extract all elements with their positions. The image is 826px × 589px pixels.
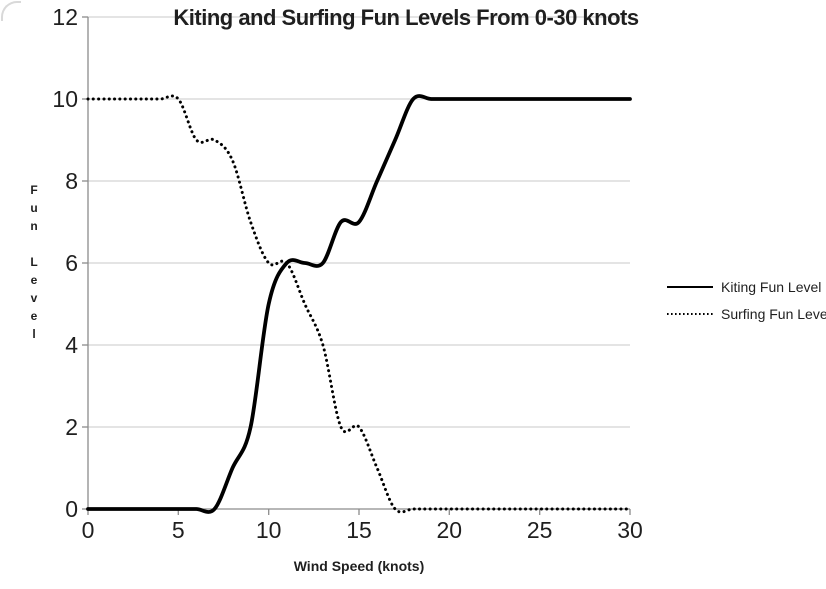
y-tick-label: 6 [65, 250, 78, 276]
chart-title: Kiting and Surfing Fun Levels From 0-30 … [173, 5, 639, 30]
y-tick-label: 10 [52, 86, 78, 112]
series-line-kiting-fun-level [86, 94, 632, 514]
y-axis-title-char: F [30, 183, 38, 197]
x-tick-label: 10 [255, 517, 282, 543]
window-corner-decoration [1, 1, 21, 21]
y-axis-title-char: n [30, 219, 38, 233]
x-axis-title: Wind Speed (knots) [293, 558, 425, 574]
y-tick-label: 0 [65, 496, 78, 522]
y-axis-title-char: l [32, 327, 36, 341]
x-tick-label: 20 [436, 517, 463, 543]
y-axis-title-char: e [30, 273, 38, 287]
y-axis-title-char: v [30, 291, 38, 305]
y-axis-title-char: e [30, 309, 38, 323]
series-line-surfing-fun-level [86, 94, 632, 514]
y-tick-label: 2 [65, 414, 78, 440]
legend-label: Surfing Fun Level [721, 305, 826, 322]
x-tick-label: 0 [81, 517, 95, 543]
solid-line-sample-icon [667, 285, 713, 288]
dotted-line-sample-icon [667, 312, 713, 315]
legend: Kiting Fun Level Surfing Fun Level [666, 273, 826, 327]
x-tick-label: 25 [526, 517, 553, 543]
y-tick-label: 4 [65, 332, 78, 358]
x-tick-label: 15 [346, 517, 372, 543]
legend-item-kiting: Kiting Fun Level [666, 273, 826, 300]
y-tick-label: 8 [65, 168, 78, 194]
legend-item-surfing: Surfing Fun Level [666, 300, 826, 327]
x-tick-label: 5 [171, 517, 185, 543]
y-axis-title-char: L [30, 255, 38, 269]
x-tick-label: 30 [617, 517, 643, 543]
y-tick-label: 12 [52, 4, 78, 30]
legend-label: Kiting Fun Level [721, 278, 822, 295]
y-axis-title-char: u [30, 201, 38, 215]
